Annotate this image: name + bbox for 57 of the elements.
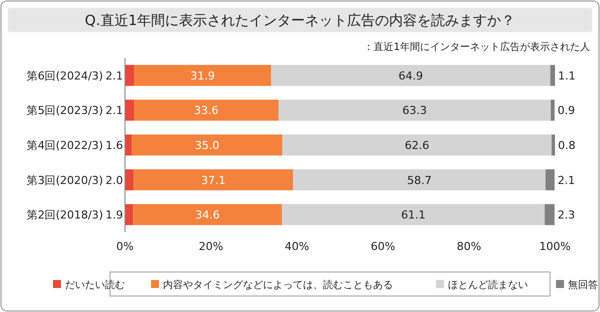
bar [134,100,279,121]
bar [125,64,134,86]
y-tick-label: 第6回(2024/3) [26,69,103,82]
data-label: 2.1 [106,104,123,118]
bar [125,134,132,156]
legend-label: ほとんど読まない [448,279,528,291]
data-label: 34.6 [195,208,220,222]
bar [282,134,552,156]
bar [125,204,134,226]
y-tick-label: 第4回(2022/3) [26,139,103,152]
legend-label: だいたい読む [65,279,125,291]
legend-label: 内容やタイミングなどによっては、読むこともある [163,279,393,291]
bar [132,134,282,156]
bar [282,204,545,226]
data-label: 31.9 [190,69,215,82]
data-label: 64.9 [398,69,423,82]
data-label: 58.7 [407,174,432,187]
data-label: 2.3 [558,208,576,222]
data-label: 37.1 [201,174,226,187]
data-label: 0.8 [558,139,576,152]
y-tick-label: 第5回(2023/3) [26,104,103,118]
x-tick-label: 80% [456,240,482,253]
bar [293,169,546,190]
x-tick-label: 60% [370,240,396,253]
bar [550,64,555,86]
y-tick-label: 第3回(2020/3) [26,174,103,187]
x-tick-label: 100% [539,240,571,253]
data-label: 62.6 [404,139,430,152]
chart-subtitle: ：直近1年間にインターネット広告が表示された人 [364,41,590,53]
bar [134,64,272,86]
data-label: 2.1 [106,69,123,82]
data-label: 0.9 [558,104,576,118]
bar [125,100,134,121]
data-label: 1.9 [106,208,123,222]
x-tick-label: 40% [284,240,310,253]
chart-title: Q.直近1年間に表示されたインターネット広告の内容を読みますか？ [84,13,516,29]
bar [125,169,134,190]
bar [546,169,555,190]
bar [552,134,555,156]
legend-label: 無回答 [568,279,598,291]
bar [550,100,555,121]
data-label: 33.6 [194,104,219,118]
bar [134,169,294,190]
x-tick-label: 20% [198,240,224,253]
bar [278,100,551,121]
y-tick-label: 第2回(2018/3) [26,208,103,222]
data-label: 1.6 [106,139,123,152]
bar [271,64,550,86]
x-tick-label: 0% [116,240,134,253]
bar [133,204,282,226]
data-label: 61.1 [401,208,426,222]
bar [544,204,555,226]
data-label: 63.3 [402,104,427,118]
data-label: 2.0 [106,174,123,187]
data-label: 2.1 [558,174,576,187]
data-label: 1.1 [558,69,576,82]
data-label: 35.0 [194,139,220,152]
